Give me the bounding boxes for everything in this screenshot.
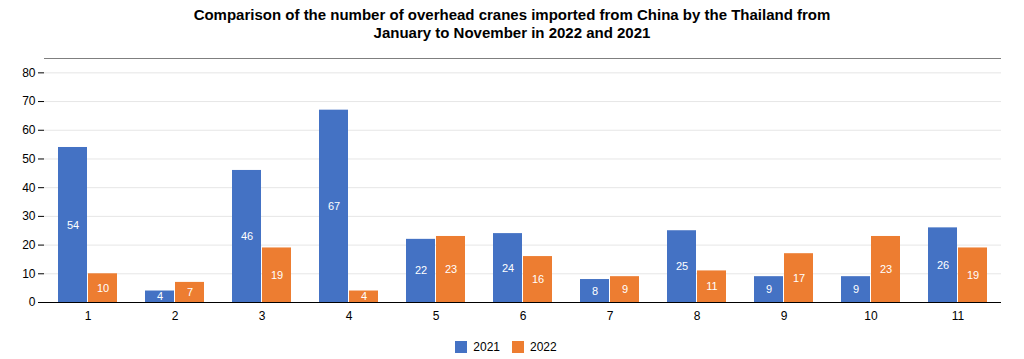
svg-text:23: 23 — [880, 263, 892, 275]
svg-text:9: 9 — [622, 283, 628, 295]
svg-text:50: 50 — [22, 152, 36, 166]
svg-text:10: 10 — [97, 282, 109, 294]
svg-text:26: 26 — [937, 259, 949, 271]
svg-text:3: 3 — [259, 309, 266, 323]
svg-text:19: 19 — [271, 269, 283, 281]
svg-text:4: 4 — [157, 290, 163, 302]
svg-text:8: 8 — [592, 285, 598, 297]
svg-text:25: 25 — [676, 260, 688, 272]
svg-text:54: 54 — [67, 219, 79, 231]
svg-text:24: 24 — [502, 262, 514, 274]
svg-text:10: 10 — [22, 267, 36, 281]
svg-text:11: 11 — [706, 280, 717, 292]
svg-text:9: 9 — [853, 283, 859, 295]
svg-text:5: 5 — [433, 309, 440, 323]
svg-text:40: 40 — [22, 181, 36, 195]
svg-text:60: 60 — [22, 123, 36, 137]
svg-text:8: 8 — [694, 309, 701, 323]
svg-text:10: 10 — [864, 309, 878, 323]
svg-text:4: 4 — [346, 309, 353, 323]
svg-text:17: 17 — [793, 272, 805, 284]
html-text:2022: 2022 — [530, 339, 557, 354]
svg-text:22: 22 — [415, 264, 427, 276]
svg-text:11: 11 — [952, 309, 965, 323]
svg-text:4: 4 — [361, 290, 367, 302]
svg-text:67: 67 — [328, 200, 340, 212]
svg-text:23: 23 — [445, 263, 457, 275]
svg-text:6: 6 — [520, 309, 527, 323]
svg-text:16: 16 — [532, 273, 544, 285]
svg-text:19: 19 — [967, 269, 979, 281]
svg-text:9: 9 — [766, 283, 772, 295]
svg-text:46: 46 — [241, 230, 253, 242]
svg-text:20: 20 — [22, 238, 36, 252]
svg-text:7: 7 — [187, 286, 193, 298]
svg-text:0: 0 — [29, 295, 36, 309]
svg-text:2: 2 — [172, 309, 179, 323]
svg-text:80: 80 — [22, 66, 36, 80]
html-text:Comparison of the number of ov: Comparison of the number of overhead cra… — [193, 6, 831, 41]
svg-text:70: 70 — [22, 94, 36, 108]
svg-text:1: 1 — [85, 309, 92, 323]
svg-text:9: 9 — [781, 309, 788, 323]
html-text:2021: 2021 — [473, 339, 500, 354]
svg-text:7: 7 — [607, 309, 614, 323]
svg-text:30: 30 — [22, 209, 36, 223]
